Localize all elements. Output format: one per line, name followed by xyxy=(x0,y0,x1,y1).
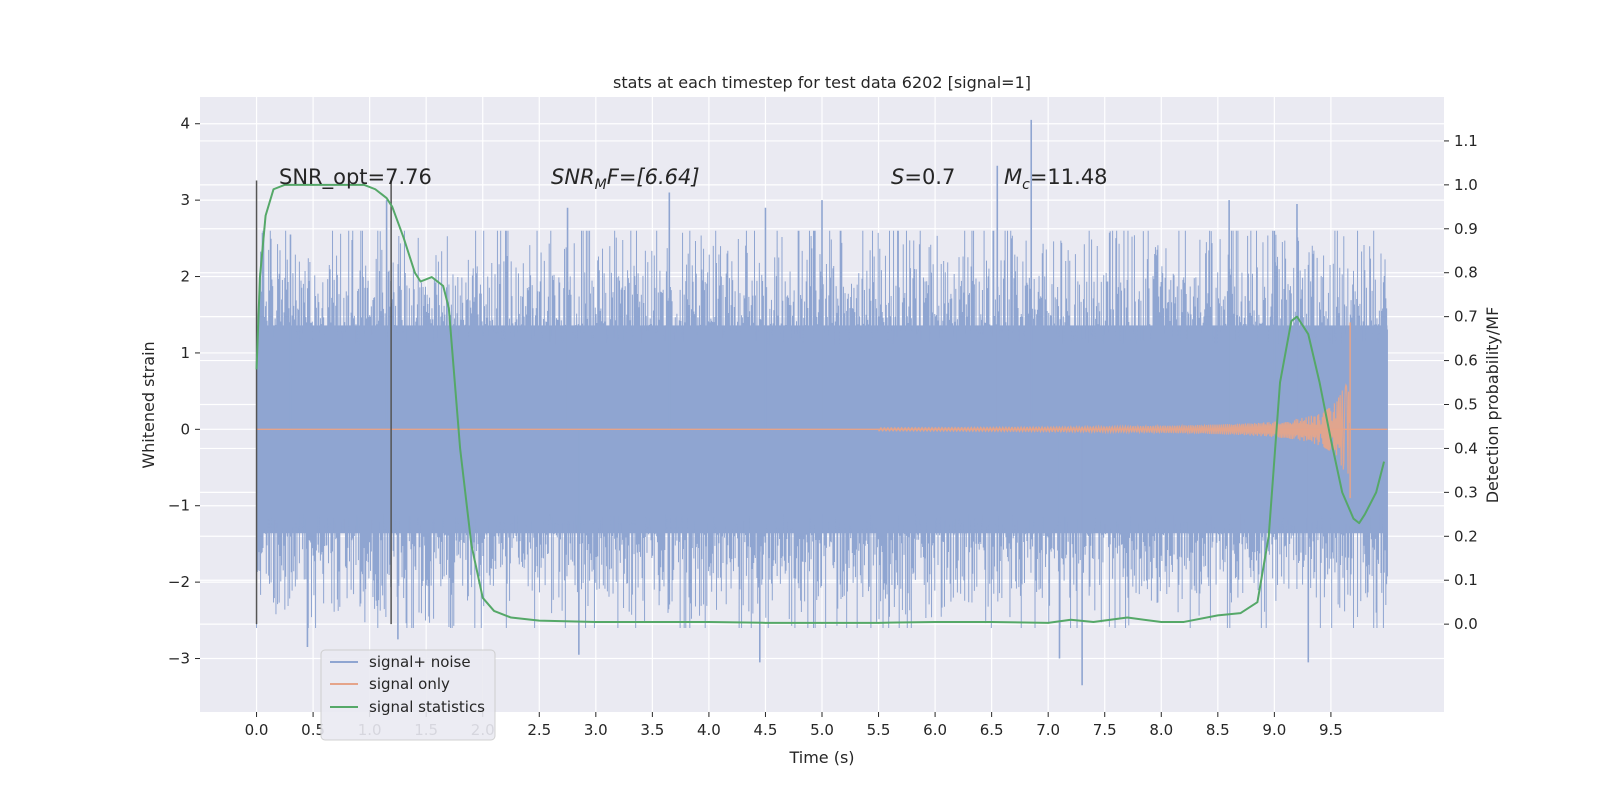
chart-title: stats at each timestep for test data 620… xyxy=(613,73,1031,92)
x-tick-label: 3.0 xyxy=(584,721,608,739)
y-tick-label-right: 0.4 xyxy=(1454,439,1478,457)
annotation-mc: Mc=11.48 xyxy=(1004,165,1108,193)
stats-series xyxy=(255,183,1386,624)
signal-chirp xyxy=(878,383,1351,474)
x-tick-label: 0.0 xyxy=(245,721,269,739)
x-tick-label: 9.5 xyxy=(1319,721,1343,739)
y-tick-label-right: 0.0 xyxy=(1454,615,1478,633)
y-tick-label-left: 1 xyxy=(180,344,190,362)
annotation-snr-mf-sub: M xyxy=(595,177,607,193)
y-tick-label-left: −3 xyxy=(168,650,190,668)
x-tick-label: 3.5 xyxy=(640,721,664,739)
annotation-mc-main: M xyxy=(1004,165,1022,189)
x-tick-label: 0.5 xyxy=(301,721,325,739)
y-tick-label-right: 0.3 xyxy=(1454,483,1478,501)
y-tick-label-right: 1.0 xyxy=(1454,176,1478,194)
stats-line xyxy=(255,183,1386,624)
y-axis-label-right: Detection probability/MF xyxy=(1483,307,1502,504)
legend: signal+ noise signal only signal statist… xyxy=(320,649,496,741)
legend-label-signal: signal only xyxy=(369,675,450,693)
legend-label-noise: signal+ noise xyxy=(369,653,471,671)
annotation-snr-mf-rest: F=[6.64] xyxy=(607,165,700,189)
x-axis-label: Time (s) xyxy=(788,748,854,767)
x-tick-label: 9.0 xyxy=(1262,721,1286,739)
annotation-mc-rest: =11.48 xyxy=(1030,165,1108,189)
annotation-snr-mf-main: SNR xyxy=(551,165,595,189)
x-tick-label: 4.5 xyxy=(754,721,778,739)
y-tick-label-right: 0.9 xyxy=(1454,220,1478,238)
legend-box xyxy=(320,649,496,741)
x-tick-label: 6.5 xyxy=(980,721,1004,739)
y-tick-label-left: 3 xyxy=(180,191,190,209)
y-tick-label-right: 0.5 xyxy=(1454,396,1478,414)
y-tick-label-right: 0.7 xyxy=(1454,308,1478,326)
vertical-markers xyxy=(255,180,392,625)
y-tick-label-right: 0.8 xyxy=(1454,264,1478,282)
x-tick-label: 8.0 xyxy=(1149,721,1173,739)
y-tick-label-left: 2 xyxy=(180,268,190,286)
annotation-s-rest: =0.7 xyxy=(904,165,955,189)
x-tick-label: 8.5 xyxy=(1206,721,1230,739)
annotation-s-main: S xyxy=(891,165,904,189)
signal-series xyxy=(256,322,1388,499)
legend-label-stats: signal statistics xyxy=(369,698,485,716)
annotation-snr-opt: SNR_opt=7.76 xyxy=(279,165,432,190)
y-tick-label-right: 0.6 xyxy=(1454,352,1478,370)
x-tick-label: 6.0 xyxy=(923,721,947,739)
y-tick-label-left: 4 xyxy=(180,115,190,133)
annotation-mc-sub: c xyxy=(1022,177,1030,193)
y-tick-label-right: 1.1 xyxy=(1454,132,1478,150)
y-tick-label-left: 0 xyxy=(180,420,190,438)
y-tick-label-left: −2 xyxy=(168,573,190,591)
annotation-s: S=0.7 xyxy=(891,165,955,189)
y-tick-label-left: −1 xyxy=(168,497,190,515)
annotation-snr-mf: SNRMF=[6.64] xyxy=(551,165,700,193)
x-tick-label: 7.5 xyxy=(1093,721,1117,739)
x-tick-label: 5.0 xyxy=(810,721,834,739)
x-tick-label: 4.0 xyxy=(697,721,721,739)
y-axis-label-left: Whitened strain xyxy=(139,341,158,468)
y-tick-label-right: 0.2 xyxy=(1454,527,1478,545)
x-tick-label: 2.5 xyxy=(527,721,551,739)
x-tick-label: 7.0 xyxy=(1036,721,1060,739)
y-tick-label-right: 0.1 xyxy=(1454,571,1478,589)
x-tick-label: 5.5 xyxy=(867,721,891,739)
